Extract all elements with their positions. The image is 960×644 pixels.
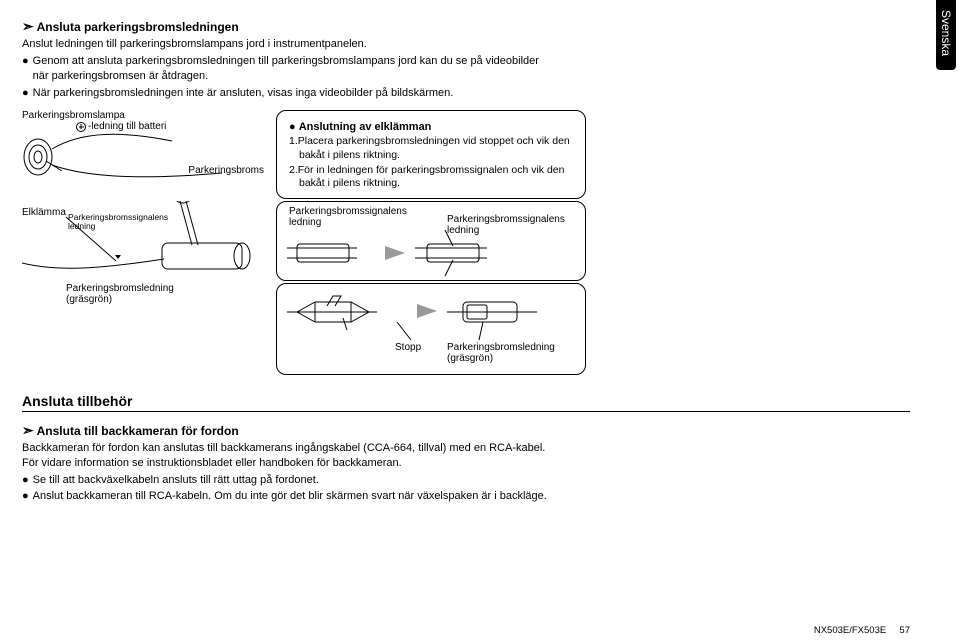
section2-bullet-2: ● Anslut backkameran till RCA-kabeln. Om… xyxy=(22,489,910,504)
section-accessories: Ansluta tillbehör ➣ Ansluta till backkam… xyxy=(22,393,910,504)
right-box-bot: Stopp Parkeringsbromsledning (gräsgrön) xyxy=(276,283,586,375)
section1-heading: ➣ Ansluta parkeringsbromsledningen xyxy=(22,18,910,35)
page-footer: NX503E/FX503E 57 xyxy=(814,625,910,636)
right-box-step-2: 2.För in ledningen för parkeringsbromssi… xyxy=(289,164,573,190)
diagram-row-3: Parkeringsbromsledning (gräsgrön) Stopp … xyxy=(22,283,910,375)
right-box-top: ● Anslutning av elklämman 1.Placera park… xyxy=(276,110,586,199)
diagram-row-2: Elklämma Parkeringsbromssignalens lednin… xyxy=(22,201,910,281)
clamp-lead-svg xyxy=(287,286,575,358)
label-lamp: Parkeringsbromslampa xyxy=(22,110,270,121)
section2-para: Backkameran för fordon kan anslutas till… xyxy=(22,441,552,471)
right-box-heading: ● Anslutning av elklämman xyxy=(289,121,573,133)
section-parking-brake: ➣ Ansluta parkeringsbromsledningen Anslu… xyxy=(22,18,910,100)
plus-symbol-icon xyxy=(76,122,86,132)
left-diagram-top: Parkeringsbromslampa -ledning till batte… xyxy=(22,110,270,199)
label-lead-left: Parkeringsbromsledning (gräsgrön) xyxy=(66,283,216,306)
brake-lever-svg xyxy=(22,201,270,281)
section1-bullet-1: ● Genom att ansluta parkeringsbromsledni… xyxy=(22,54,910,84)
section1-intro: Anslut ledningen till parkeringsbromslam… xyxy=(22,37,910,52)
heading-prefix-icon: ➣ xyxy=(22,18,34,34)
section1-bullet-2-text: När parkeringsbromsledningen inte är ans… xyxy=(33,86,454,101)
diagram-row-1: Parkeringsbromslampa -ledning till batte… xyxy=(22,110,910,199)
left-diagram-bot: Parkeringsbromsledning (gräsgrön) xyxy=(22,283,270,375)
language-tab: Svenska xyxy=(936,0,956,70)
section2-bullet-2-text: Anslut backkameran till RCA-kabeln. Om d… xyxy=(33,489,547,504)
footer-model: NX503E/FX503E xyxy=(814,625,886,636)
bullet-icon: ● xyxy=(22,489,29,504)
bullet-icon: ● xyxy=(22,473,29,488)
bullet-icon: ● xyxy=(289,121,296,133)
section1-bullet-2: ● När parkeringsbromsledningen inte är a… xyxy=(22,86,910,101)
bullet-icon: ● xyxy=(22,54,29,84)
section2-divider xyxy=(22,411,910,412)
section2-subheading-text: Ansluta till backkameran för fordon xyxy=(37,424,239,438)
right-box-mid: Parkeringsbromssignalens ledning Parkeri… xyxy=(276,201,586,281)
section2-bullet-1-text: Se till att backväxelkabeln ansluts till… xyxy=(33,473,319,488)
section2-heading: Ansluta tillbehör xyxy=(22,393,910,409)
right-box-heading-text: Anslutning av elklämman xyxy=(299,121,432,133)
left-diagram-mid: Elklämma Parkeringsbromssignalens lednin… xyxy=(22,201,270,281)
section1-bullet-1-text: Genom att ansluta parkeringsbromsledning… xyxy=(33,54,553,84)
bullet-icon: ● xyxy=(22,86,29,101)
section1-heading-text: Ansluta parkeringsbromsledningen xyxy=(37,20,239,34)
label-battery: -ledning till batteri xyxy=(76,121,166,132)
section2-bullet-1: ● Se till att backväxelkabeln ansluts ti… xyxy=(22,473,910,488)
label-brake: Parkeringsbroms xyxy=(188,165,264,176)
label-signal-r1: Parkeringsbromssignalens ledning xyxy=(289,206,419,228)
right-box-step-1: 1.Placera parkeringsbromsledningen vid s… xyxy=(289,135,573,161)
footer-page-number: 57 xyxy=(899,625,910,636)
clamp-sig-svg xyxy=(287,228,575,288)
section2-subheading: ➣ Ansluta till backkameran för fordon xyxy=(22,422,910,439)
heading-prefix-icon: ➣ xyxy=(22,422,34,438)
